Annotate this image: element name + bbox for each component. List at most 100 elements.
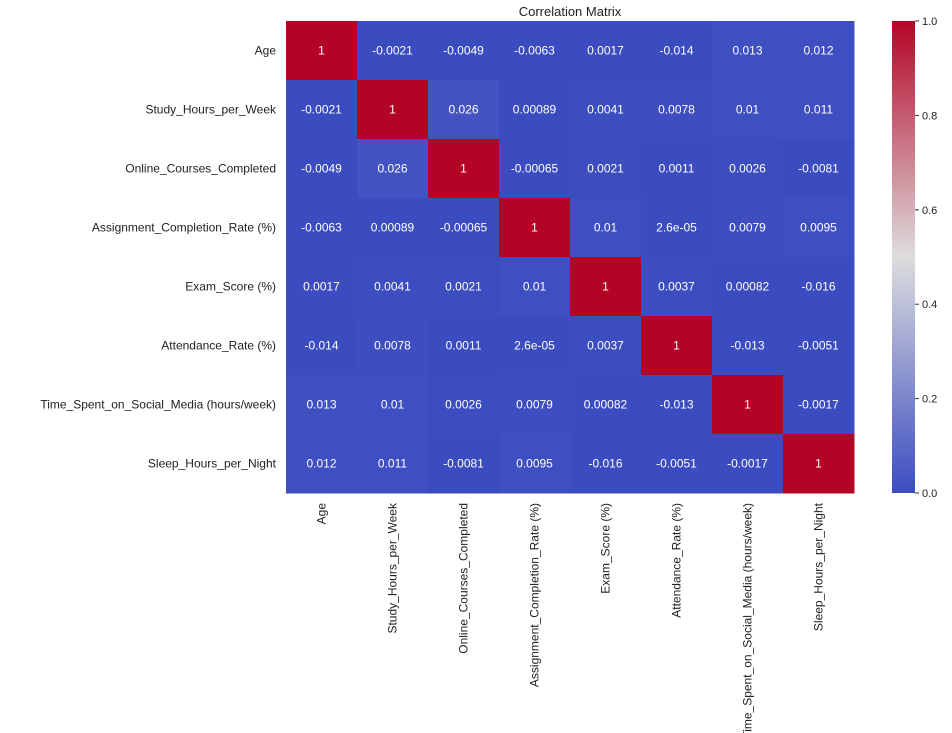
- y-tick-label: Online_Courses_Completed: [125, 162, 276, 176]
- x-tick-label: Age: [315, 503, 329, 525]
- heatmap-cell: [712, 139, 784, 199]
- cell-annotation: 0.01: [381, 398, 405, 412]
- chart-title: Correlation Matrix: [519, 4, 622, 19]
- y-tick-label: Exam_Score (%): [185, 280, 276, 294]
- heatmap-cell: [783, 80, 855, 140]
- colorbar-tick-label: 0.8: [922, 110, 937, 122]
- heatmap-cell: [570, 21, 642, 81]
- heatmap-cell: [357, 21, 429, 81]
- cell-annotation: 0.01: [594, 221, 618, 235]
- cell-annotation: 1: [744, 398, 751, 412]
- cell-annotation: 1: [460, 162, 467, 176]
- heatmap-cell: [712, 80, 784, 140]
- heatmap-cell: [357, 139, 429, 199]
- heatmap-cell: [783, 21, 855, 81]
- cell-annotation: 1: [531, 221, 538, 235]
- heatmap-cell: [783, 257, 855, 317]
- cell-annotation: -0.0017: [727, 457, 768, 471]
- cell-annotation: 1: [389, 103, 396, 117]
- heatmap-cell: [570, 257, 642, 317]
- cell-annotation: -0.0021: [372, 44, 413, 58]
- cell-annotation: 0.0079: [729, 221, 766, 235]
- cell-annotation: 0.0095: [800, 221, 837, 235]
- heatmap-cell: [286, 80, 358, 140]
- heatmap-cell: [499, 80, 571, 140]
- cell-annotation: 0.026: [448, 103, 478, 117]
- cell-annotation: 0.0041: [374, 280, 411, 294]
- cell-annotation: -0.0021: [301, 103, 342, 117]
- cell-annotation: 0.0026: [729, 162, 766, 176]
- heatmap-cell: [570, 80, 642, 140]
- x-tick-label: Online_Courses_Completed: [457, 503, 471, 654]
- cell-annotation: -0.016: [588, 457, 622, 471]
- cell-annotation: -0.0081: [443, 457, 484, 471]
- heatmap-cell: [641, 198, 713, 258]
- x-tick-label: Study_Hours_per_Week: [386, 502, 400, 634]
- cell-annotation: -0.0081: [798, 162, 839, 176]
- cell-annotation: -0.00065: [511, 162, 559, 176]
- heatmap-cell: [570, 375, 642, 435]
- heatmap-cell: [286, 434, 358, 494]
- heatmap-cell: [570, 198, 642, 258]
- cell-annotation: 0.00082: [726, 280, 770, 294]
- colorbar-tick-label: 0.2: [922, 394, 937, 406]
- colorbar-tick-label: 0.0: [922, 488, 937, 500]
- cell-annotation: -0.0051: [656, 457, 697, 471]
- cell-annotation: 0.0011: [446, 339, 482, 353]
- heatmap-cell: [428, 21, 500, 81]
- cell-annotation: 1: [673, 339, 680, 353]
- cell-annotation: 1: [602, 280, 609, 294]
- cell-annotation: 0.0021: [445, 280, 482, 294]
- heatmap-cell: [357, 434, 429, 494]
- heatmap-cell: [428, 80, 500, 140]
- cell-annotation: 0.01: [523, 280, 547, 294]
- cell-annotation: -0.014: [659, 44, 693, 58]
- heatmap-cell: [641, 434, 713, 494]
- cell-annotation: 0.0011: [659, 162, 695, 176]
- cell-annotation: 0.0037: [587, 339, 624, 353]
- colorbar-tick-label: 1.0: [922, 16, 937, 28]
- heatmap-cell: [499, 257, 571, 317]
- heatmap-cell: [428, 139, 500, 199]
- cell-annotation: 0.011: [378, 457, 407, 471]
- heatmap-cell: [641, 257, 713, 317]
- heatmap-cell: [783, 139, 855, 199]
- y-tick-label: Age: [255, 44, 277, 58]
- x-tick-label: Assignment_Completion_Rate (%): [528, 503, 542, 687]
- cell-annotation: -0.0063: [301, 221, 342, 235]
- heatmap-cell: [357, 316, 429, 376]
- heatmap-cell: [570, 434, 642, 494]
- cell-annotation: 0.00089: [371, 221, 415, 235]
- cell-annotation: 0.00089: [513, 103, 557, 117]
- heatmap-cell: [641, 139, 713, 199]
- cell-annotation: 0.012: [306, 457, 336, 471]
- cell-annotation: 0.013: [732, 44, 762, 58]
- heatmap-cell: [428, 257, 500, 317]
- heatmap-cell: [712, 198, 784, 258]
- y-tick-label: Attendance_Rate (%): [161, 339, 276, 353]
- heatmap-cell: [286, 257, 358, 317]
- colorbar-tick-label: 0.4: [922, 299, 937, 311]
- cell-annotation: -0.013: [659, 398, 693, 412]
- x-tick-label: Time_Spent_on_Social_Media (hours/week): [741, 503, 755, 733]
- cell-annotation: 0.013: [306, 398, 336, 412]
- heatmap-cells: [286, 21, 855, 494]
- heatmap-annotations: 1 -0.0021 -0.0049 -0.0063 0.0017 -0.014 0.013 0…: [301, 44, 839, 471]
- heatmap-cell: [499, 316, 571, 376]
- cell-annotation: 0.026: [377, 162, 407, 176]
- heatmap-cell: [641, 80, 713, 140]
- heatmap-cell: [428, 434, 500, 494]
- x-tick-label: Attendance_Rate (%): [670, 503, 684, 618]
- cell-annotation: 0.012: [803, 44, 833, 58]
- cell-annotation: 0.0026: [445, 398, 482, 412]
- x-tick-label: Sleep_Hours_per_Night: [812, 502, 826, 631]
- heatmap-cell: [712, 316, 784, 376]
- cell-annotation: 0.01: [736, 103, 760, 117]
- cell-annotation: -0.0049: [301, 162, 342, 176]
- heatmap-cell: [641, 375, 713, 435]
- cell-annotation: 2.6e-05: [514, 339, 555, 353]
- colorbar: 0.0 0.2 0.4 0.6 0.8 1.0: [892, 16, 937, 500]
- heatmap-cell: [286, 139, 358, 199]
- cell-annotation: 1: [318, 44, 325, 58]
- heatmap-cell: [783, 198, 855, 258]
